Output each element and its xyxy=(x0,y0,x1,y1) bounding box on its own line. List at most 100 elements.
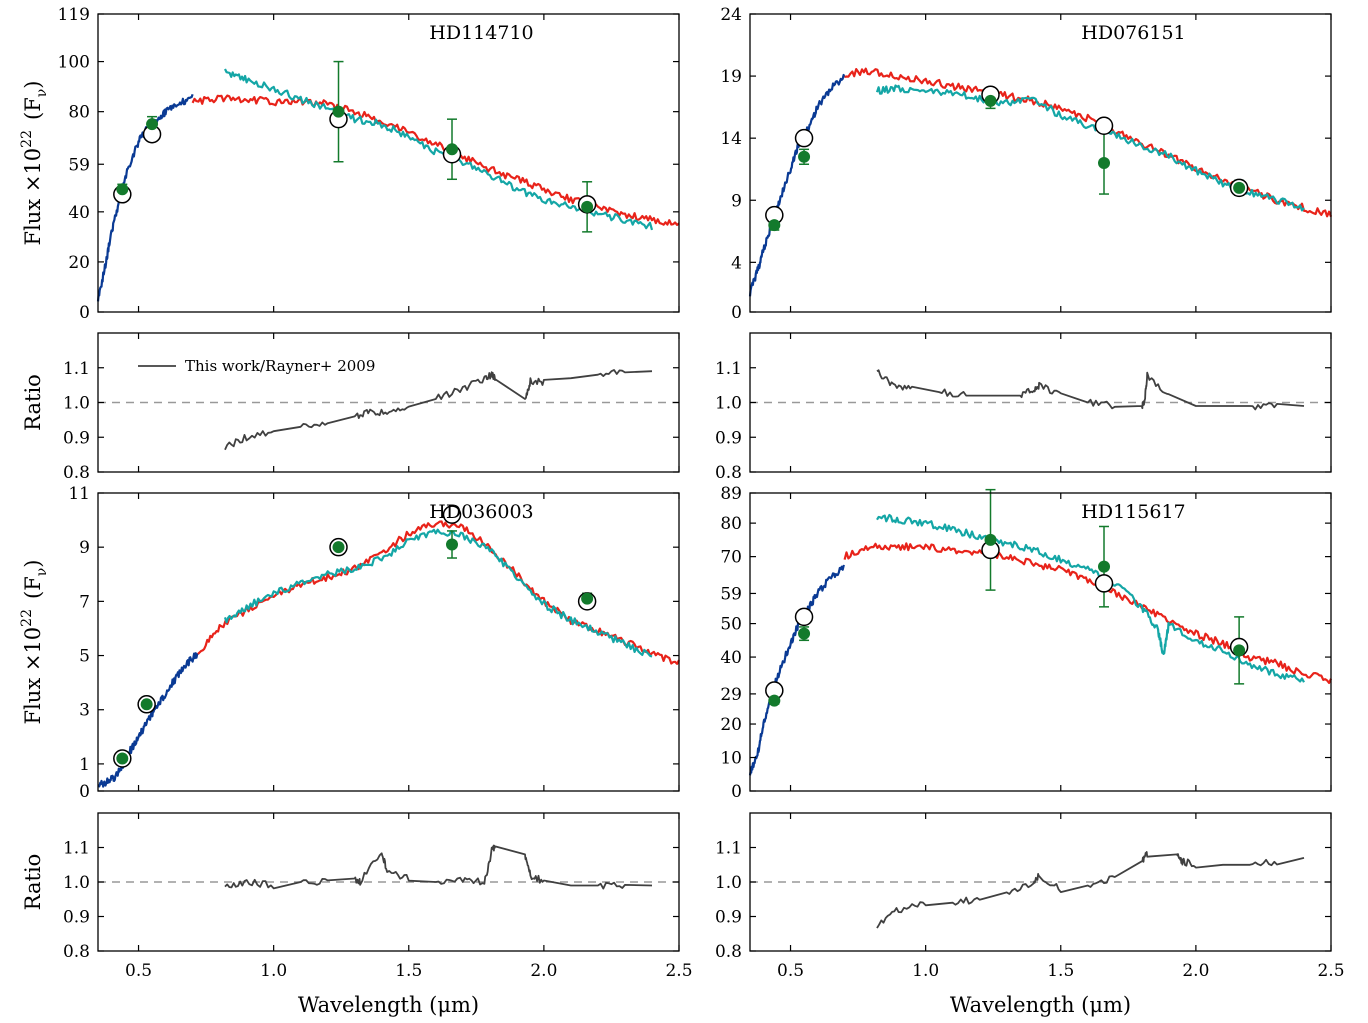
star-name-label: HD115617 xyxy=(1081,501,1185,523)
y-tick-label: 50 xyxy=(720,615,742,635)
chart-panel-hd036003: 0 1 3 5 7 9 11 HD036003 0.8 0.9 1.0 1.1 0.5 1.0 1.5 2.0… xyxy=(19,484,693,1017)
ratio-y-tick-label: 0.9 xyxy=(63,428,90,448)
photometry-open-point xyxy=(1094,116,1114,135)
x-tick-label: 0.5 xyxy=(777,961,804,981)
photometry-green-point xyxy=(1233,181,1246,194)
photometry-green-point xyxy=(446,143,459,156)
photometry-green-point xyxy=(116,752,129,765)
star-name-label: HD076151 xyxy=(1081,22,1185,44)
y-tick-label: 20 xyxy=(68,253,90,273)
ratio-series xyxy=(876,851,1305,929)
spectrum-series-1 xyxy=(96,93,194,302)
photometry-green-point xyxy=(116,183,129,196)
spectrum-series-2 xyxy=(197,520,680,665)
photometry-green-point xyxy=(146,118,159,131)
y-tick-label: 40 xyxy=(68,203,90,223)
spectrum-series-3 xyxy=(223,528,653,658)
star-name-label: HD114710 xyxy=(429,22,533,44)
ratio-y-tick-label: 1.0 xyxy=(715,873,742,893)
y-tick-label: 59 xyxy=(68,155,90,175)
photometry-open-point xyxy=(1094,574,1114,593)
ratio-y-axis-label: Ratio xyxy=(21,854,45,911)
photometry-green-point xyxy=(446,538,459,551)
flux-axes-frame xyxy=(97,13,680,313)
photometry-green-point xyxy=(798,627,811,640)
x-tick-label: 1.0 xyxy=(912,961,939,981)
x-tick-label: 2.5 xyxy=(1317,961,1344,981)
chart-panel-hd115617: 0 10 20 29 40 50 59 70 80 89 HD115617 0.8 0.9 1.0 1.1 0… xyxy=(715,484,1345,1017)
y-tick-label: 0 xyxy=(731,303,742,323)
y-tick-label: 100 xyxy=(58,53,90,73)
photometry-green-point xyxy=(140,698,153,711)
photometry-green-point xyxy=(1098,157,1111,169)
y-tick-label: 89 xyxy=(720,484,742,504)
y-tick-label: 119 xyxy=(58,5,90,25)
ratio-y-tick-label: 0.9 xyxy=(715,428,742,448)
ratio-y-tick-label: 1.0 xyxy=(63,873,90,893)
y-tick-label: 40 xyxy=(720,648,742,668)
photometry-open-point xyxy=(794,128,814,148)
x-tick-label: 1.0 xyxy=(260,961,287,981)
photometry-green-point xyxy=(768,219,781,232)
y-tick-label: 24 xyxy=(720,5,742,25)
y-tick-label: 9 xyxy=(731,191,742,211)
legend-label: This work/Rayner+ 2009 xyxy=(185,357,375,375)
x-axis-label: Wavelength (μm) xyxy=(298,993,479,1017)
photometry-green-point xyxy=(984,533,997,546)
x-axis-label: Wavelength (μm) xyxy=(950,993,1131,1017)
spectrum-series-2 xyxy=(191,94,680,226)
ratio-y-tick-label: 1.1 xyxy=(63,359,90,379)
photometry-green-point xyxy=(581,592,594,605)
spectrum-series-1 xyxy=(748,564,845,776)
ratio-y-tick-label: 1.1 xyxy=(63,839,90,859)
y-tick-label: 29 xyxy=(720,685,742,705)
spectrum-series-2 xyxy=(844,67,1333,218)
y-tick-label: 10 xyxy=(720,749,742,769)
ratio-y-tick-label: 0.8 xyxy=(63,942,90,962)
flux-axes-frame xyxy=(749,492,1332,792)
ratio-y-axis-label: Ratio xyxy=(21,374,45,431)
y-tick-label: 59 xyxy=(720,584,742,604)
y-tick-label: 7 xyxy=(79,592,90,612)
y-tick-label: 80 xyxy=(720,514,742,534)
spectrum-series-1 xyxy=(748,73,846,297)
x-tick-label: 2.5 xyxy=(665,961,692,981)
y-tick-label: 14 xyxy=(720,129,742,149)
x-tick-label: 2.0 xyxy=(530,961,557,981)
y-tick-label: 20 xyxy=(720,715,742,735)
y-tick-label: 0 xyxy=(731,782,742,802)
flux-axes-frame xyxy=(97,492,680,792)
photometry-green-point xyxy=(1098,560,1111,573)
star-name-label: HD036003 xyxy=(429,501,533,523)
photometry-green-point xyxy=(332,541,345,554)
y-tick-label: 0 xyxy=(79,782,90,802)
ratio-y-tick-label: 0.9 xyxy=(63,908,90,928)
ratio-y-tick-label: 0.8 xyxy=(715,463,742,483)
ratio-series xyxy=(876,369,1305,411)
photometry-green-point xyxy=(798,150,811,163)
x-tick-label: 2.0 xyxy=(1182,961,1209,981)
y-tick-label: 0 xyxy=(79,303,90,323)
ratio-y-tick-label: 1.1 xyxy=(715,359,742,379)
y-tick-label: 4 xyxy=(731,253,742,273)
x-tick-label: 0.5 xyxy=(125,961,152,981)
photometry-green-point xyxy=(581,200,594,213)
ratio-y-tick-label: 0.8 xyxy=(63,463,90,483)
ratio-series xyxy=(224,369,653,451)
ratio-y-tick-label: 0.9 xyxy=(715,908,742,928)
y-tick-label: 5 xyxy=(79,647,90,667)
y-tick-label: 11 xyxy=(68,484,90,504)
ratio-y-tick-label: 0.8 xyxy=(715,942,742,962)
y-tick-label: 80 xyxy=(68,103,90,123)
y-tick-label: 70 xyxy=(720,548,742,568)
flux-y-axis-label: Flux ×1022(Fν) xyxy=(19,560,50,725)
photometry-green-point xyxy=(768,694,781,707)
photometry-open-point xyxy=(442,505,462,524)
x-tick-label: 1.5 xyxy=(395,961,422,981)
ratio-y-tick-label: 1.0 xyxy=(715,394,742,414)
flux-axes-frame xyxy=(749,13,1332,313)
chart-panel-hd114710: 0 20 40 59 80 100 119 HD114710 0.8 0.9 1.0 1.1 This … xyxy=(19,5,680,483)
y-tick-label: 19 xyxy=(720,67,742,87)
photometry-green-point xyxy=(1233,644,1246,657)
